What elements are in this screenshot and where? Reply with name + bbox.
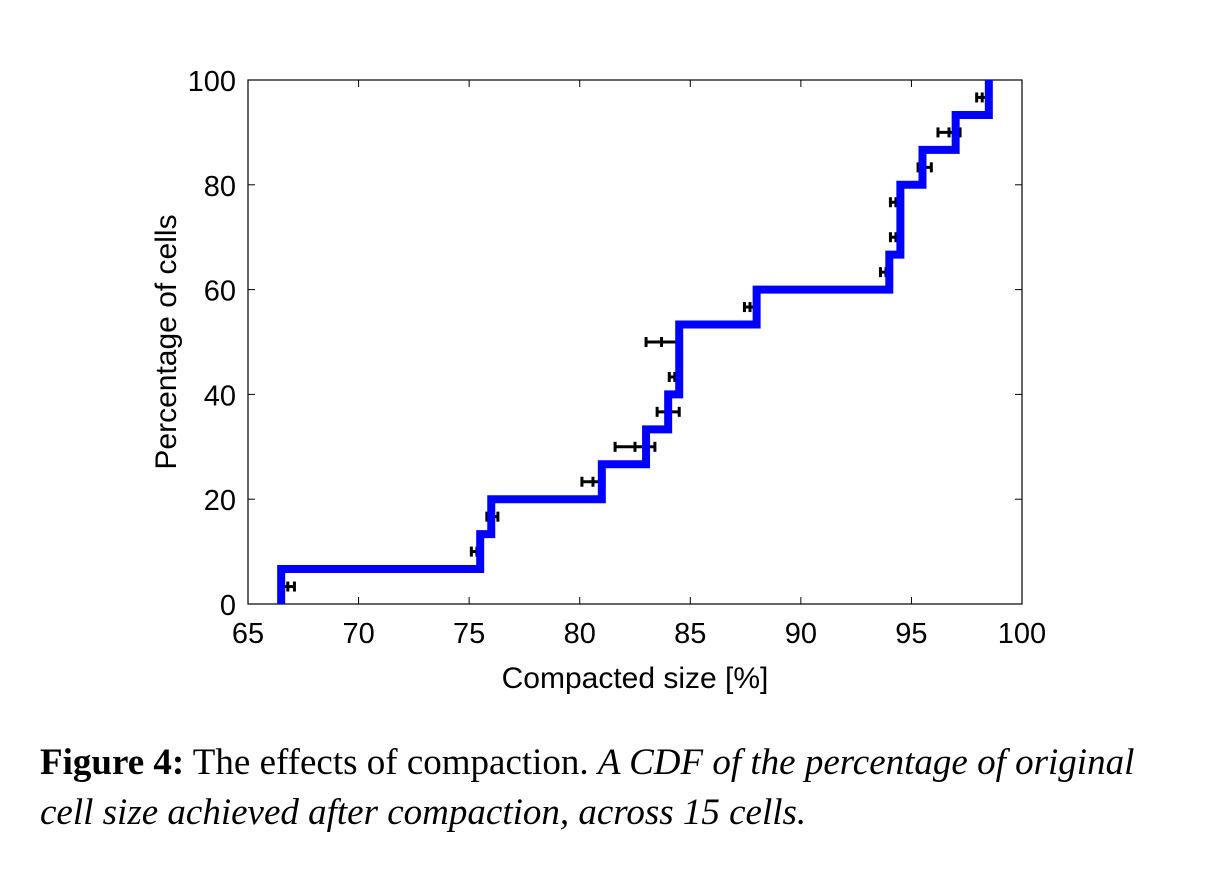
y-tick-label: 60 [204, 276, 236, 308]
y-tick-label: 20 [204, 485, 236, 517]
x-axis-label: Compacted size [%] [502, 662, 769, 695]
figure-caption: Figure 4: The effects of compaction. A C… [40, 738, 1180, 838]
cdf-chart: 65 70 75 80 85 90 95 100 0 20 40 60 80 100 Compacted… [150, 66, 1046, 695]
x-tick-label: 90 [785, 618, 817, 650]
y-tick-label: 100 [188, 66, 236, 98]
caption-text: The effects of compaction. [184, 742, 598, 783]
cdf-step-line [277, 80, 993, 604]
y-tick-label: 40 [204, 380, 236, 412]
x-tick-label: 100 [998, 618, 1046, 650]
plot-frame [247, 79, 1023, 605]
caption-detail: A CDF of the percentage of original cell… [40, 742, 1135, 833]
x-tick-label: 70 [342, 618, 374, 650]
x-tick-label: 85 [674, 618, 706, 650]
x-tick-label: 95 [895, 618, 927, 650]
x-tick-label: 65 [232, 618, 264, 650]
error-bar [644, 337, 679, 347]
y-tick-label: 80 [204, 171, 236, 203]
caption-label: Figure 4: [40, 742, 185, 783]
y-axis-label: Percentage of cells [150, 214, 183, 469]
x-tick-label: 80 [564, 618, 596, 650]
x-tick-label: 75 [453, 618, 485, 650]
y-tick-label: 0 [220, 590, 236, 622]
